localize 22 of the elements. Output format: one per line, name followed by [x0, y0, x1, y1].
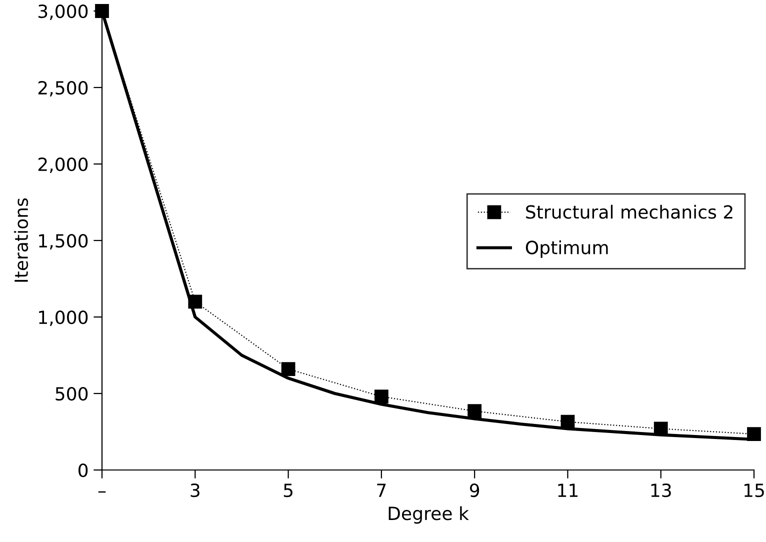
point — [468, 404, 482, 418]
x-tick-label: 5 — [284, 484, 292, 498]
point — [374, 390, 388, 404]
x-tick-label: 9 — [470, 484, 480, 498]
x-tick-label: 11 — [558, 484, 578, 497]
y-tick-label: 1,500 — [39, 234, 88, 250]
y-axis-title: Iterations — [14, 198, 28, 282]
legend-label: Optimum — [526, 240, 608, 258]
x-tick-label: 7 — [377, 484, 386, 497]
y-tick-label: 1,000 — [39, 310, 88, 326]
y-tick-label: 3,000 — [38, 4, 88, 20]
y-tick-label: 2,500 — [38, 80, 88, 96]
y-tick-label: 0 — [78, 463, 88, 478]
legend-label: Structural mechanics 2 — [526, 204, 732, 219]
point — [281, 362, 296, 376]
x-axis-title: Degree k — [388, 506, 469, 524]
x-tick-label: 3 — [190, 484, 200, 498]
y-tick-label: 500 — [56, 386, 88, 401]
x-tick-label: 15 — [744, 484, 764, 498]
x-tick-label: – — [98, 491, 106, 493]
x-tick-label: 13 — [651, 484, 671, 498]
y-tick-label: 2,000 — [38, 157, 88, 173]
